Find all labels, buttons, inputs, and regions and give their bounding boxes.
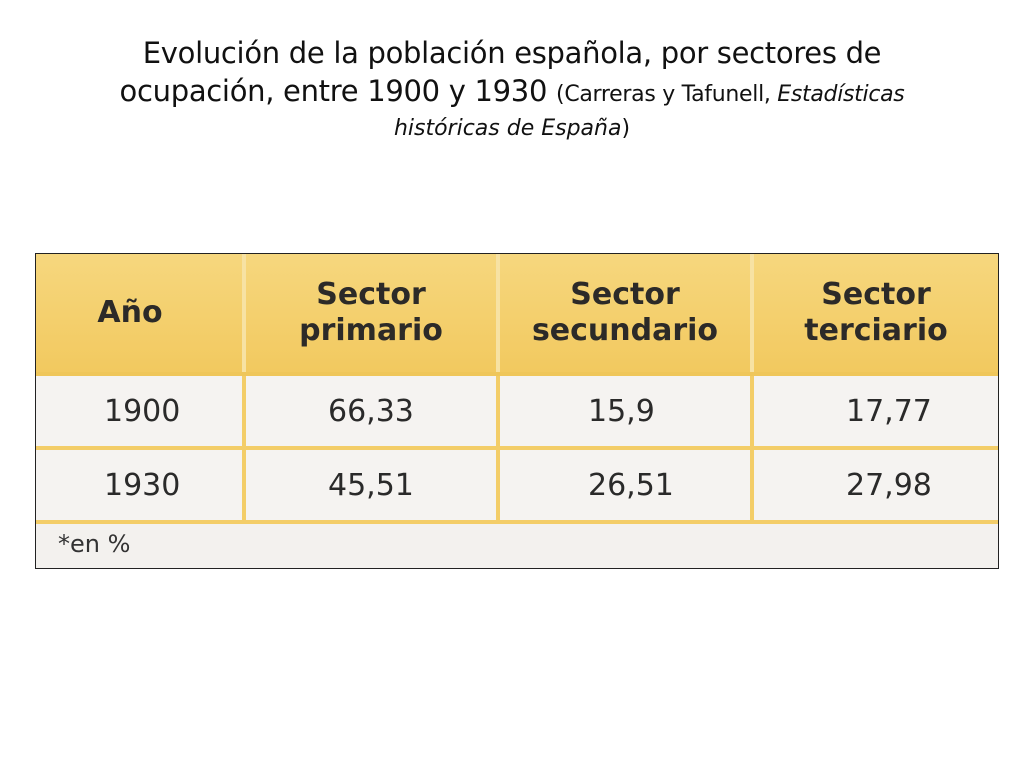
table-row: 1900 66,33 15,9 17,77 — [36, 374, 998, 450]
title-line-2: ocupación, entre 1900 y 1930 (Carreras y… — [40, 72, 984, 112]
table-row: 1930 45,51 26,51 27,98 — [36, 448, 998, 524]
cell-primary: 45,51 — [244, 448, 500, 524]
header-tertiary-line-2: terciario — [804, 313, 948, 348]
cell-secondary: 26,51 — [498, 448, 754, 524]
header-secondary-line-2: secundario — [531, 313, 719, 348]
cell-tertiary: 17,77 — [752, 374, 998, 450]
header-primary: Sector primario — [244, 254, 500, 376]
table-header-row: Año Sector primario Sector secundario Se… — [36, 254, 998, 376]
slide-title: Evolución de la población española, por … — [40, 34, 984, 146]
header-tertiary: Sector terciario — [752, 254, 998, 376]
title-source-italic-1: Estadísticas — [777, 82, 905, 107]
header-primary-line-2: primario — [299, 313, 443, 348]
title-line-2-main: ocupación, entre 1900 y 1930 — [119, 74, 548, 108]
header-secondary-line-1: Sector — [570, 277, 680, 312]
cell-secondary: 15,9 — [498, 374, 754, 450]
cell-year: 1900 — [36, 374, 246, 450]
title-source-italic-2: históricas de España — [393, 116, 622, 141]
title-line-3: históricas de España) — [40, 112, 984, 146]
title-line-1: Evolución de la población española, por … — [142, 36, 882, 70]
cell-tertiary: 27,98 — [752, 448, 998, 524]
header-year: Año — [36, 254, 246, 376]
header-tertiary-line-1: Sector — [821, 277, 931, 312]
title-source-open: (Carreras y Tafunell, — [556, 82, 778, 107]
header-secondary: Sector secundario — [498, 254, 754, 376]
cell-year: 1930 — [36, 448, 246, 524]
header-primary-line-1: Sector — [316, 277, 426, 312]
cell-primary: 66,33 — [244, 374, 500, 450]
title-source-close: ) — [621, 116, 631, 141]
table-footnote: *en % — [58, 530, 131, 558]
population-table-image: Año Sector primario Sector secundario Se… — [35, 253, 999, 569]
population-table: Año Sector primario Sector secundario Se… — [36, 254, 998, 524]
